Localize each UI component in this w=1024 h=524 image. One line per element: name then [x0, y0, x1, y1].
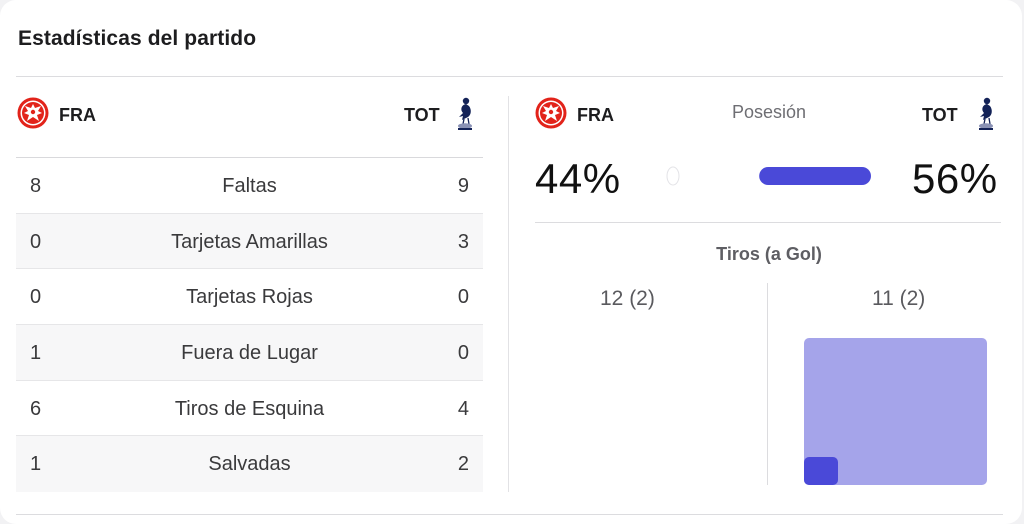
away-value: 9 [457, 175, 469, 197]
possession-divider [535, 222, 1001, 223]
away-possession-pct: 56% [912, 155, 998, 202]
home-team-abbr-left: FRA [59, 105, 96, 125]
away-shots-on-target-block [804, 457, 838, 485]
home-value: 0 [30, 286, 42, 309]
home-value: 1 [30, 342, 42, 365]
header-divider [16, 76, 1003, 77]
panel-divider [508, 96, 509, 492]
spurs-cockerel-icon [979, 97, 993, 130]
eintracht-eagle-icon [535, 97, 567, 129]
home-value: 6 [30, 397, 42, 420]
stat-row-tarjetas-rojas: 0 Tarjetas Rojas 0 [16, 269, 483, 326]
stat-label: Faltas [222, 175, 277, 197]
stat-label: Tarjetas Rojas [186, 286, 313, 309]
eintracht-eagle-icon [17, 97, 49, 129]
away-value: 4 [457, 397, 469, 420]
stat-label: Fuera de Lugar [181, 342, 318, 365]
stat-row-tiros-de-esquina: 6 Tiros de Esquina 4 [16, 381, 483, 437]
home-value: 1 [30, 453, 42, 476]
card-title: Estadísticas del partido [18, 27, 257, 50]
spurs-cockerel-icon [458, 97, 472, 130]
away-value: 0 [457, 286, 469, 309]
stat-row-faltas: 8 Faltas 9 [16, 158, 483, 214]
home-possession-segment [666, 166, 680, 186]
away-value: 0 [457, 342, 469, 365]
home-value: 8 [30, 175, 42, 197]
home-team-abbr-right: FRA [577, 105, 614, 125]
table-header-divider [16, 157, 483, 158]
stat-row-fuera-de-lugar: 1 Fuera de Lugar 0 [16, 325, 483, 381]
away-shots-value: 11 (2) [872, 287, 926, 310]
stats-table: 8 Faltas 9 0 Tarjetas Amarillas 3 0 Tarj… [16, 158, 483, 493]
footer-divider [16, 514, 1003, 515]
stat-row-salvadas: 1 Salvadas 2 [16, 436, 483, 493]
home-possession-pct: 44% [535, 155, 621, 202]
away-team-abbr-left: TOT [404, 105, 440, 125]
shots-divider [767, 283, 768, 485]
away-team-abbr-right: TOT [922, 105, 958, 125]
home-value: 0 [30, 230, 42, 253]
stat-row-tarjetas-amarillas: 0 Tarjetas Amarillas 3 [16, 213, 483, 270]
away-possession-segment [759, 167, 871, 185]
shots-title: Tiros (a Gol) [716, 244, 822, 264]
possession-title: Posesión [731, 102, 807, 122]
stat-label: Salvadas [208, 453, 291, 476]
stat-label: Tarjetas Amarillas [171, 230, 328, 253]
possession-bar [666, 166, 871, 186]
away-value: 3 [457, 230, 469, 253]
away-value: 2 [457, 453, 469, 476]
stat-label: Tiros de Esquina [174, 397, 325, 420]
home-shots-value: 12 (2) [600, 287, 655, 310]
